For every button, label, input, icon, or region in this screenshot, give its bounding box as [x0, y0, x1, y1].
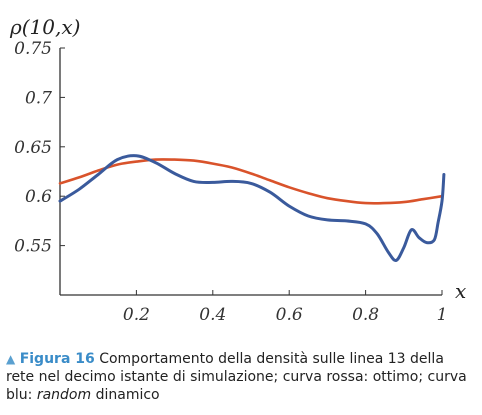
caption-text: Comportamento della densità sulle linea …	[6, 351, 467, 403]
x-tick-label: 0.4	[199, 305, 226, 325]
x-tick-label: 0.2	[123, 305, 150, 325]
figure-label: Figura 16	[19, 351, 95, 367]
caption-arrow-icon: ▲	[6, 352, 16, 366]
y-tick-label: 0.65	[14, 138, 52, 158]
y-tick-label: 0.55	[14, 237, 52, 257]
x-tick-label: 0.8	[352, 305, 379, 325]
figure-caption: ▲ Figura 16 Comportamento della densità …	[6, 350, 476, 404]
chart: 0.750.70.650.60.550.2 0.4 0.6 0.8 1 ρ(10,x) …	[9, 15, 466, 325]
ticks: 0.75 0.7 0.65 0.6 0.55 0.2 0.4 0.6 0.8 1	[14, 39, 447, 325]
series-line-blue	[58, 154, 446, 262]
y-tick-label: 0.7	[25, 88, 52, 108]
x-tick-label: 0.6	[276, 305, 303, 325]
series-layer	[58, 154, 446, 262]
y-tick-label: 0.75	[14, 39, 52, 59]
caption-emphasis: random	[36, 387, 92, 403]
y-axis-label: ρ(10,x)	[9, 15, 80, 39]
x-tick-label: 1	[437, 305, 448, 325]
axes	[59, 48, 442, 296]
series-line-red	[58, 158, 444, 205]
y-tick-label: 0.6	[25, 187, 52, 207]
x-axis-label: x	[455, 279, 466, 303]
caption-text-end: dinamico	[91, 387, 160, 403]
